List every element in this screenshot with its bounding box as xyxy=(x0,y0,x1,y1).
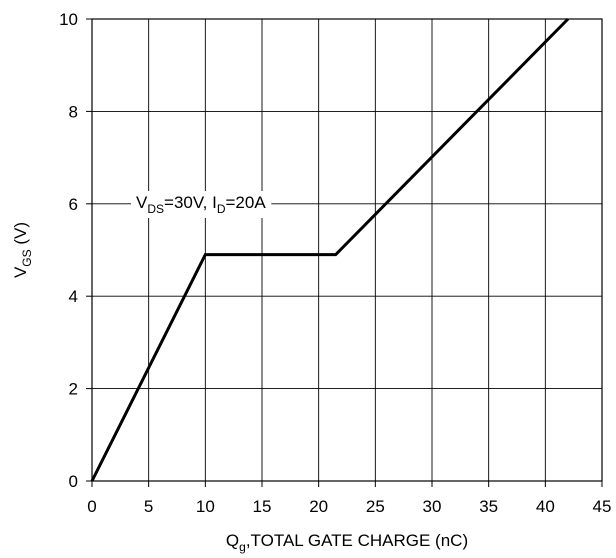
series-layer xyxy=(90,17,570,482)
y-axis-title-main: V xyxy=(11,266,30,278)
y-axis-title-sub: GS xyxy=(20,249,34,266)
x-tick-label: 35 xyxy=(479,497,498,516)
grid-lines xyxy=(92,19,602,481)
annotation-label: VDS=30V, ID=20A xyxy=(136,193,266,216)
x-axis-title: Qg,TOTAL GATE CHARGE (nC) xyxy=(226,531,468,554)
x-tick-label: 0 xyxy=(87,497,96,516)
y-tick-label: 10 xyxy=(59,10,78,29)
x-axis-title-main: Q xyxy=(226,531,239,550)
annotation-i-sub: D xyxy=(217,202,226,216)
x-tick-label: 5 xyxy=(144,497,153,516)
x-axis-title-rest: ,TOTAL GATE CHARGE (nC) xyxy=(246,531,468,550)
y-tick-label: 8 xyxy=(69,102,78,121)
y-axis-ticks: 0 2 4 6 8 10 xyxy=(59,10,92,491)
y-tick-label: 2 xyxy=(69,380,78,399)
annotation-background xyxy=(131,191,272,218)
annotation-v: V xyxy=(136,193,148,212)
x-tick-label: 15 xyxy=(253,497,272,516)
plot-frame xyxy=(91,18,603,482)
y-axis-title: VGS (V) xyxy=(11,222,34,278)
series-line xyxy=(90,17,570,482)
x-axis-title-sub: g xyxy=(239,540,246,554)
y-tick-label: 6 xyxy=(69,195,78,214)
x-tick-label: 10 xyxy=(196,497,215,516)
annotation-v-rest: =30V, I xyxy=(164,193,217,212)
y-axis-title-rest: (V) xyxy=(11,222,30,249)
x-tick-label: 25 xyxy=(366,497,385,516)
annotation-i-rest: =20A xyxy=(225,193,266,212)
x-tick-label: 30 xyxy=(423,497,442,516)
y-tick-label: 0 xyxy=(69,472,78,491)
y-tick-label: 4 xyxy=(69,287,78,306)
annotation-v-sub: DS xyxy=(147,202,164,216)
x-axis-ticks: 0 5 10 15 20 25 30 35 40 45 xyxy=(87,481,611,516)
x-tick-label: 20 xyxy=(309,497,328,516)
x-tick-label: 45 xyxy=(593,497,612,516)
x-tick-label: 40 xyxy=(536,497,555,516)
